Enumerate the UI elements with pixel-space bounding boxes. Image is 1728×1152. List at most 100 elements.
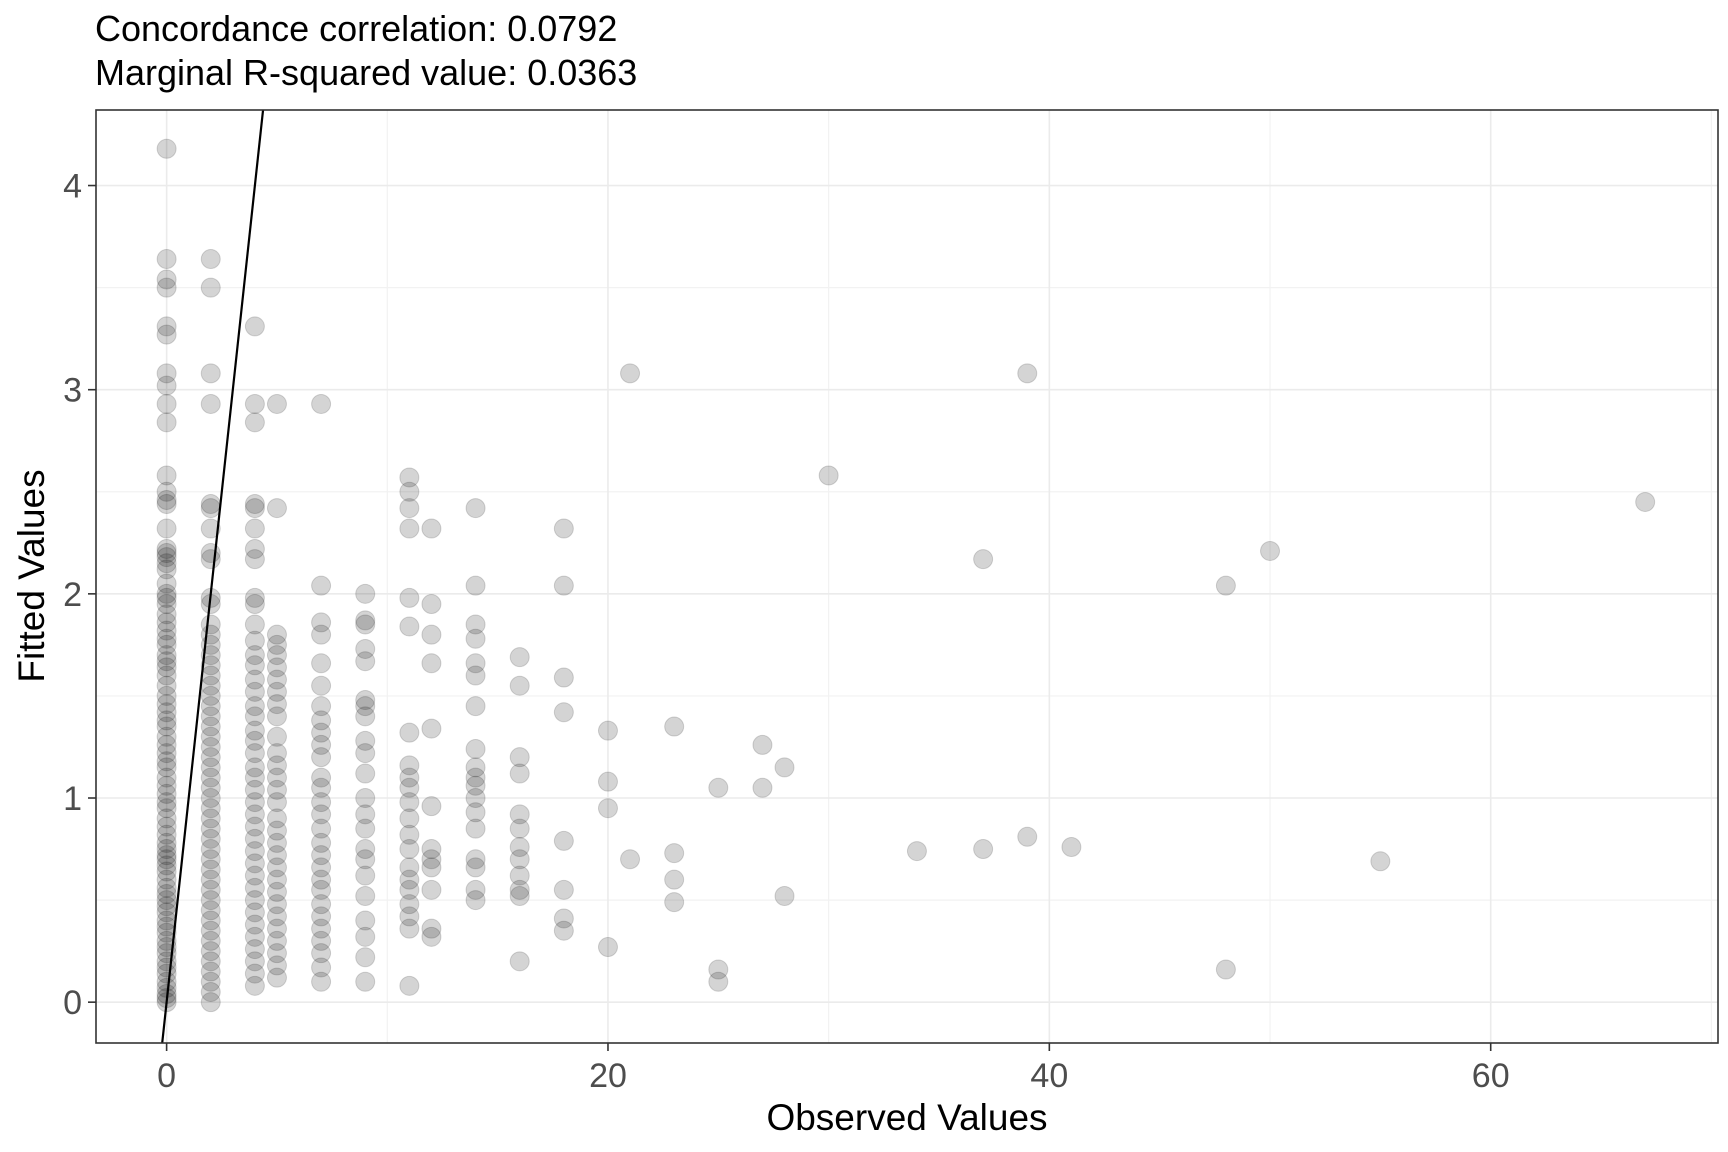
data-point <box>200 808 221 829</box>
data-point <box>597 771 618 792</box>
x-tick-label: 20 <box>589 1057 627 1095</box>
data-point <box>200 777 221 798</box>
data-point <box>200 726 221 747</box>
data-point <box>156 930 177 951</box>
data-point <box>244 730 265 751</box>
data-point <box>266 669 287 690</box>
y-tick-label: 2 <box>63 576 82 614</box>
data-point <box>421 926 442 947</box>
data-point <box>156 375 177 396</box>
data-point <box>465 802 486 823</box>
data-point <box>311 792 332 813</box>
data-point <box>156 324 177 345</box>
data-point <box>156 628 177 649</box>
data-point <box>200 930 221 951</box>
data-point <box>266 634 287 655</box>
data-point <box>156 710 177 731</box>
data-point <box>200 981 221 1002</box>
data-point <box>266 755 287 776</box>
data-point <box>266 881 287 902</box>
data-point <box>399 918 420 939</box>
data-point <box>311 869 332 890</box>
data-point <box>311 747 332 768</box>
data-point <box>200 249 221 270</box>
data-point <box>156 775 177 796</box>
y-tick-label: 0 <box>63 984 82 1022</box>
data-point <box>244 951 265 972</box>
data-point <box>156 890 177 911</box>
data-point <box>906 841 927 862</box>
data-point <box>200 767 221 788</box>
data-point <box>244 655 265 676</box>
data-point <box>266 706 287 727</box>
data-point <box>244 681 265 702</box>
data-point <box>244 792 265 813</box>
data-point <box>156 883 177 904</box>
data-point <box>244 498 265 519</box>
data-point <box>311 818 332 839</box>
data-point <box>156 412 177 433</box>
data-point <box>200 655 221 676</box>
data-point <box>200 818 221 839</box>
data-point <box>200 747 221 768</box>
data-point <box>465 653 486 674</box>
data-point <box>465 575 486 596</box>
x-tick-label: 40 <box>1030 1057 1068 1095</box>
data-point <box>156 734 177 755</box>
data-point <box>399 518 420 539</box>
y-axis: 0 1 2 3 4 <box>63 168 96 1022</box>
data-point <box>708 777 729 798</box>
data-point <box>752 777 773 798</box>
data-point <box>200 869 221 890</box>
data-point <box>266 726 287 747</box>
data-point <box>266 645 287 666</box>
data-point <box>311 879 332 900</box>
data-point <box>399 498 420 519</box>
data-point <box>244 828 265 849</box>
data-point <box>266 808 287 829</box>
data-point <box>1370 851 1391 872</box>
data-point <box>156 518 177 539</box>
data-point <box>311 777 332 798</box>
data-point <box>311 393 332 414</box>
data-point <box>399 767 420 788</box>
data-point <box>266 767 287 788</box>
data-point <box>311 675 332 696</box>
data-point <box>200 518 221 539</box>
data-point <box>311 767 332 788</box>
data-point <box>355 788 376 809</box>
data-point <box>156 824 177 845</box>
data-point <box>156 922 177 943</box>
data-point <box>244 890 265 911</box>
data-point <box>355 730 376 751</box>
data-point <box>244 743 265 764</box>
data-point <box>156 651 177 672</box>
data-point <box>355 638 376 659</box>
data-point <box>156 489 177 510</box>
data-point <box>355 839 376 860</box>
data-point <box>664 892 685 913</box>
title-line-1: Concordance correlation: 0.0792 <box>95 8 617 49</box>
data-point <box>355 696 376 717</box>
data-point <box>156 363 177 384</box>
data-point <box>266 694 287 715</box>
data-point <box>244 706 265 727</box>
data-point <box>200 788 221 809</box>
data-point <box>421 718 442 739</box>
data-point <box>421 918 442 939</box>
data-point <box>200 757 221 778</box>
data-point <box>266 906 287 927</box>
y-tick-label: 3 <box>63 372 82 410</box>
data-point <box>156 792 177 813</box>
data-point <box>156 798 177 819</box>
data-point <box>156 869 177 890</box>
data-point <box>244 816 265 837</box>
data-point <box>399 587 420 608</box>
data-point <box>156 316 177 337</box>
y-tick-label: 4 <box>63 168 82 206</box>
data-point <box>244 779 265 800</box>
data-point <box>421 594 442 615</box>
plot-panel <box>96 110 1718 1043</box>
data-point <box>156 808 177 829</box>
data-point <box>421 839 442 860</box>
